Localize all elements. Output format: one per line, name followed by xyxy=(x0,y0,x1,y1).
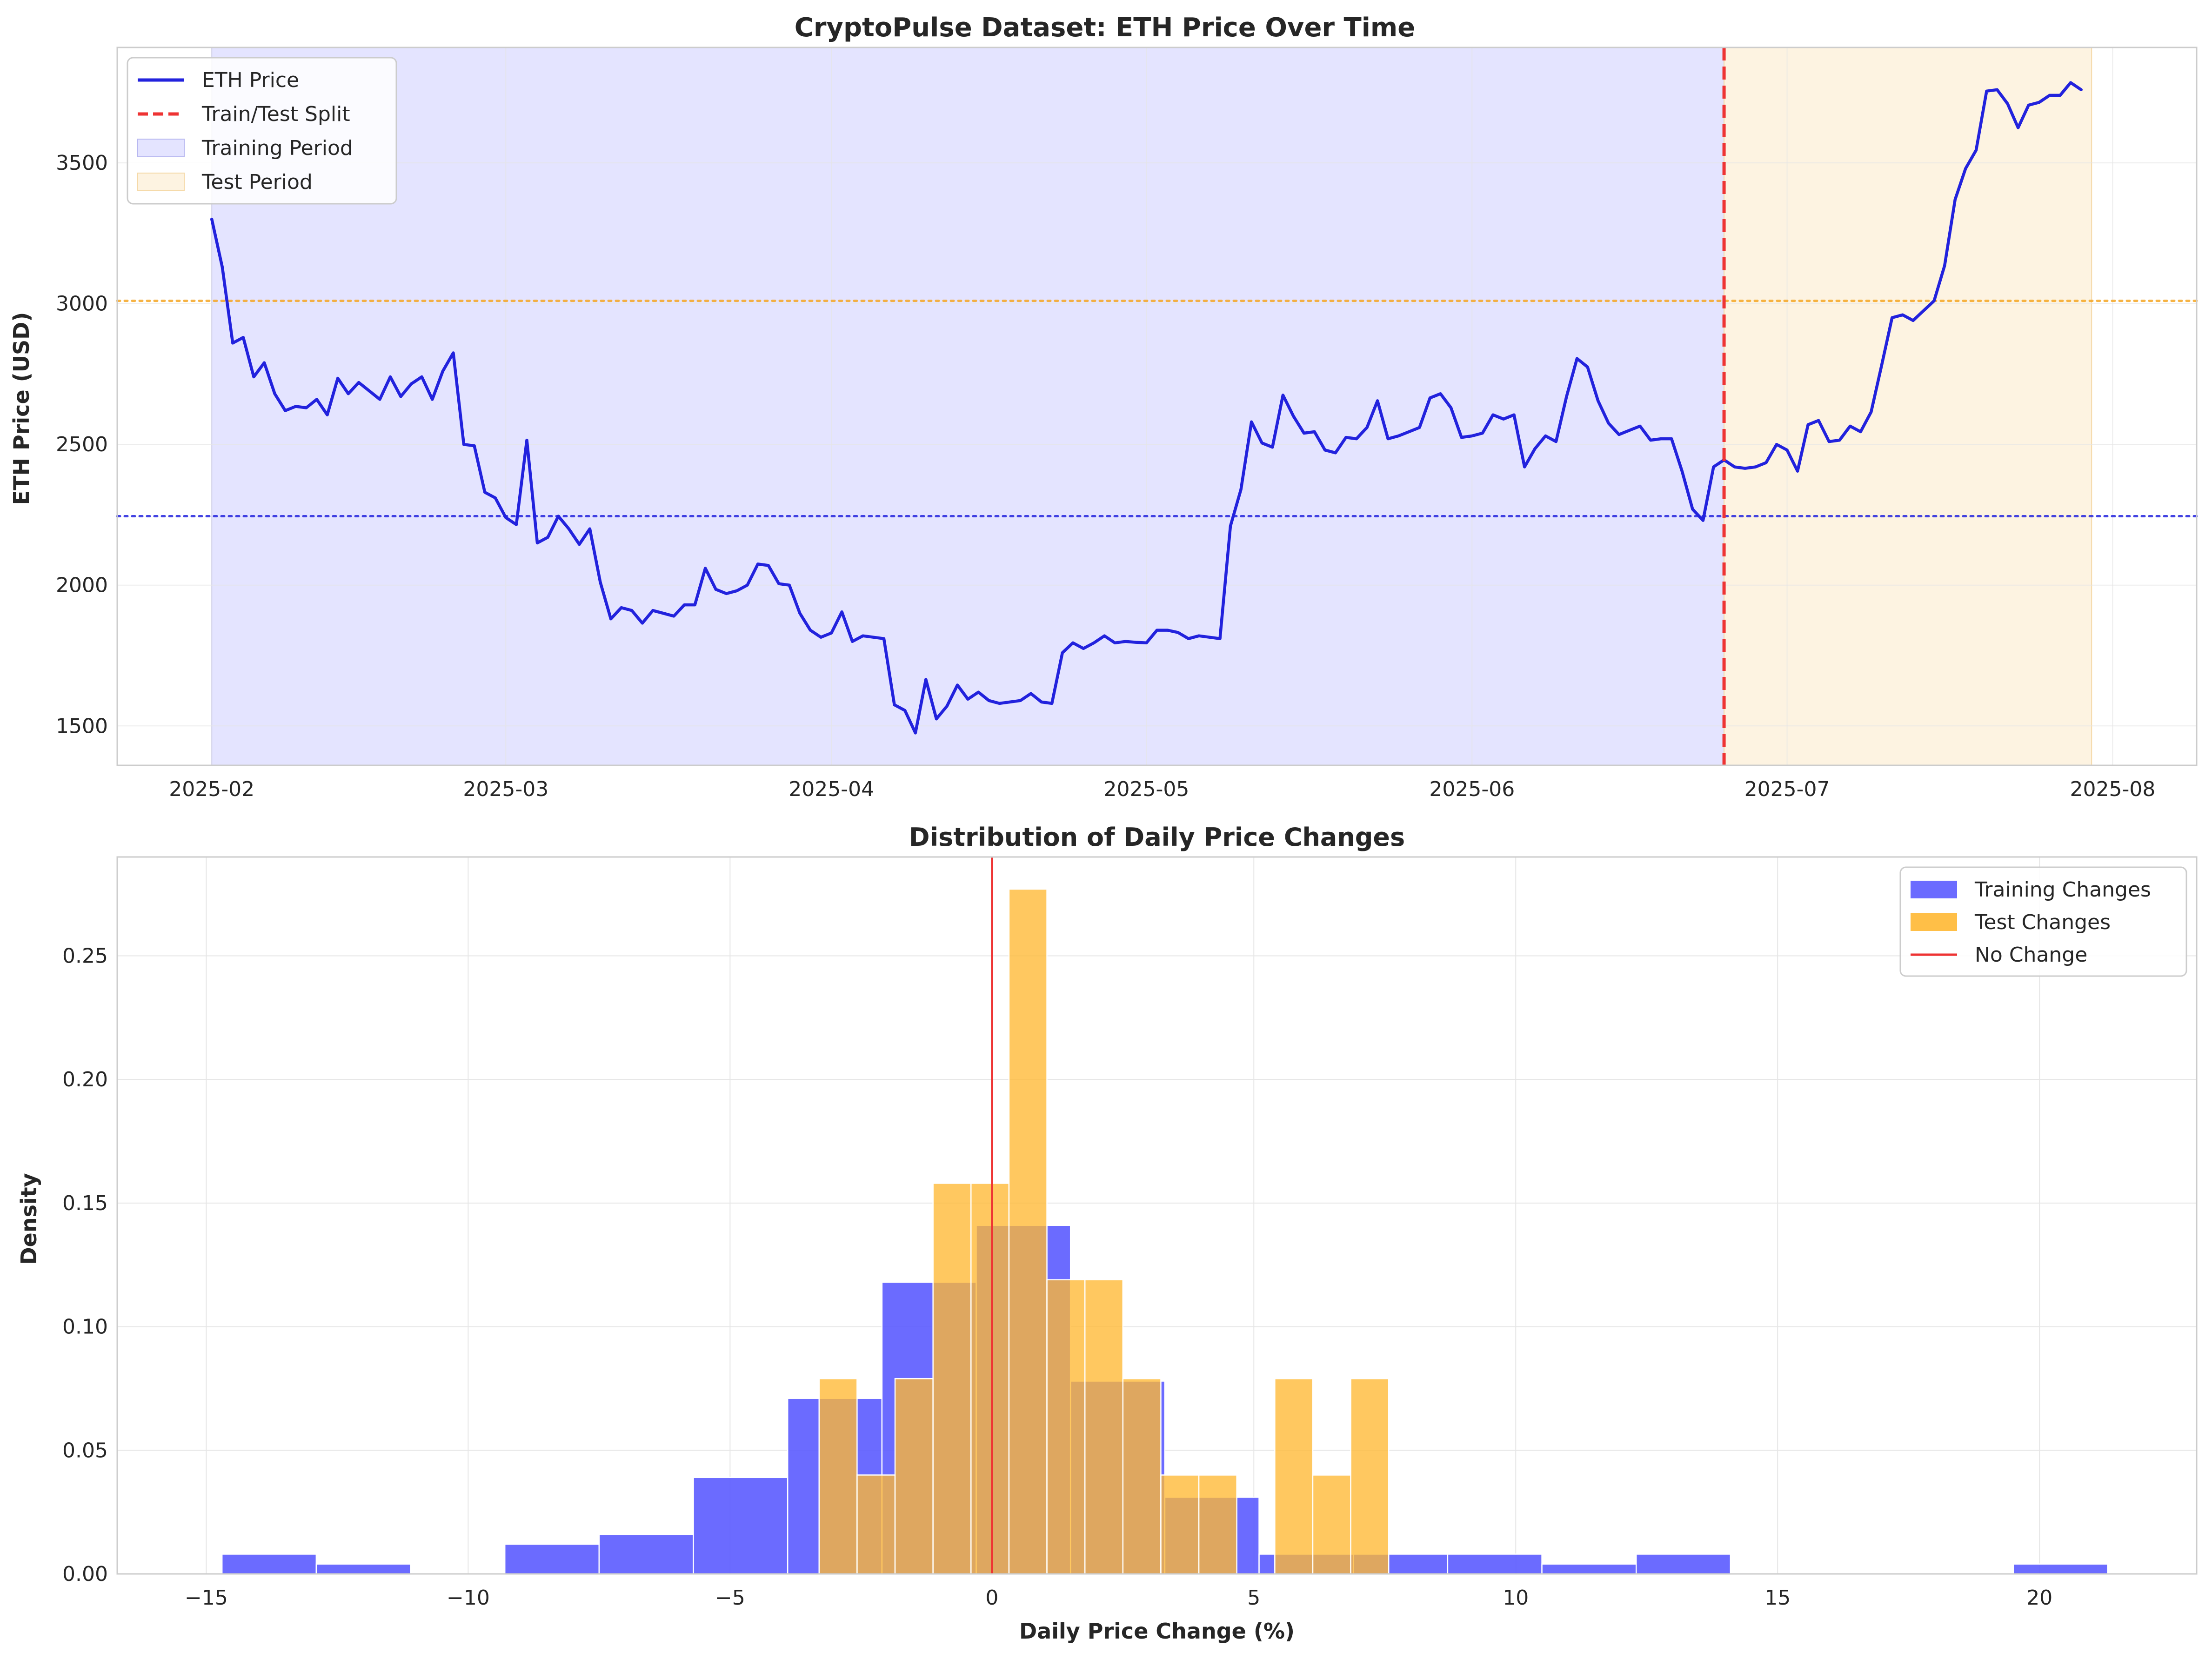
price-plot-frame xyxy=(116,47,2198,766)
test-bar xyxy=(1198,1474,1237,1575)
histogram-title: Distribution of Daily Price Changes xyxy=(909,823,1405,852)
x-tick-label: 2025-07 xyxy=(1744,777,1830,801)
price-y-axis-label: ETH Price (USD) xyxy=(9,312,34,505)
test-bar xyxy=(1084,1279,1124,1575)
y-tick-label: 2500 xyxy=(56,433,108,456)
legend-label: Training Period xyxy=(201,136,353,160)
x-tick-label: 2025-05 xyxy=(1104,777,1190,801)
legend-label: Test Changes xyxy=(1974,910,2111,934)
legend-swatch xyxy=(1911,913,1957,931)
x-tick-label: −10 xyxy=(447,1586,490,1610)
test-bar xyxy=(970,1183,1010,1575)
y-tick-label: 0.00 xyxy=(62,1562,108,1586)
training-bar xyxy=(221,1553,317,1575)
training-bar xyxy=(315,1563,411,1575)
x-tick-label: 2025-04 xyxy=(789,777,874,801)
price-chart: CryptoPulse Dataset: ETH Price Over Time… xyxy=(9,13,2198,801)
x-tick-label: −5 xyxy=(715,1586,745,1610)
changes-histogram: Distribution of Daily Price Changes −15−… xyxy=(16,823,2198,1644)
legend-swatch xyxy=(137,173,185,191)
x-tick-label: 20 xyxy=(2026,1586,2052,1610)
y-tick-label: 0.10 xyxy=(62,1315,108,1339)
legend-label: Test Period xyxy=(201,170,313,194)
test-bar xyxy=(1274,1378,1314,1575)
price-chart-title: CryptoPulse Dataset: ETH Price Over Time xyxy=(795,13,1416,43)
test-bar xyxy=(932,1183,972,1575)
histogram-plot-frame xyxy=(116,856,2198,1575)
legend-box xyxy=(127,57,397,205)
y-tick-label: 0.05 xyxy=(62,1439,108,1462)
training-bar xyxy=(2012,1563,2108,1575)
training-bar xyxy=(1447,1553,1543,1575)
x-tick-label: 10 xyxy=(1503,1586,1529,1610)
test-bar xyxy=(856,1474,896,1575)
x-tick-label: 2025-06 xyxy=(1429,777,1515,801)
price-gridlines xyxy=(117,47,2197,765)
legend-swatch xyxy=(1911,881,1957,898)
training-bar xyxy=(693,1477,789,1575)
training-bar xyxy=(1635,1553,1731,1575)
legend-label: No Change xyxy=(1975,943,2087,967)
test-period-span xyxy=(1724,47,2092,766)
histogram-legend: Training Changes Test Changes No Change xyxy=(1899,866,2187,977)
y-tick-label: 0.25 xyxy=(62,944,108,968)
period-spans xyxy=(211,47,2092,766)
test-bar xyxy=(1160,1474,1200,1575)
x-tick-label: 0 xyxy=(985,1586,998,1610)
training-bar xyxy=(1541,1563,1637,1575)
test-bar xyxy=(1350,1378,1390,1575)
legend-label: Train/Test Split xyxy=(201,102,350,126)
legend-box xyxy=(1899,866,2187,977)
test-bar xyxy=(818,1378,858,1575)
x-tick-label: 2025-03 xyxy=(463,777,548,801)
histogram-x-ticks: −15 −10 −5 0 5 10 15 20 xyxy=(185,1586,2052,1610)
y-tick-label: 0.15 xyxy=(62,1191,108,1215)
x-tick-label: 2025-02 xyxy=(169,777,254,801)
legend-label: ETH Price xyxy=(202,68,299,92)
y-tick-label: 0.20 xyxy=(62,1068,108,1091)
training-bar xyxy=(504,1543,600,1575)
test-bar xyxy=(1046,1279,1086,1575)
legend-label: Training Changes xyxy=(1974,878,2151,902)
y-tick-label: 3000 xyxy=(56,292,108,316)
price-x-ticks: 2025-02 2025-03 2025-04 2025-05 2025-06 2025-… xyxy=(169,777,2155,801)
training-bar xyxy=(598,1533,694,1575)
y-tick-label: 1500 xyxy=(56,714,108,738)
histogram-y-axis-label: Density xyxy=(16,1173,41,1265)
histogram-y-ticks: 0.00 0.05 0.10 0.15 0.20 0.25 xyxy=(62,944,108,1586)
test-bar xyxy=(1122,1378,1162,1575)
legend-swatch xyxy=(137,139,185,157)
test-bar xyxy=(1312,1474,1351,1575)
training-period-span xyxy=(211,47,1725,766)
x-tick-label: −15 xyxy=(185,1586,228,1610)
x-tick-label: 15 xyxy=(1764,1586,1791,1610)
eth-price-line xyxy=(210,81,2083,735)
x-tick-label: 2025-08 xyxy=(2070,777,2155,801)
histogram-x-axis-label: Daily Price Change (%) xyxy=(1019,1619,1295,1644)
y-tick-label: 2000 xyxy=(56,574,108,597)
test-bar xyxy=(894,1378,934,1575)
test-bar xyxy=(1008,888,1048,1575)
price-legend: ETH Price Train/Test Split Training Period… xyxy=(127,57,397,205)
y-tick-label: 3500 xyxy=(56,151,108,175)
x-tick-label: 5 xyxy=(1247,1586,1260,1610)
price-y-ticks: 1500 2000 2500 3000 3500 xyxy=(56,151,108,738)
